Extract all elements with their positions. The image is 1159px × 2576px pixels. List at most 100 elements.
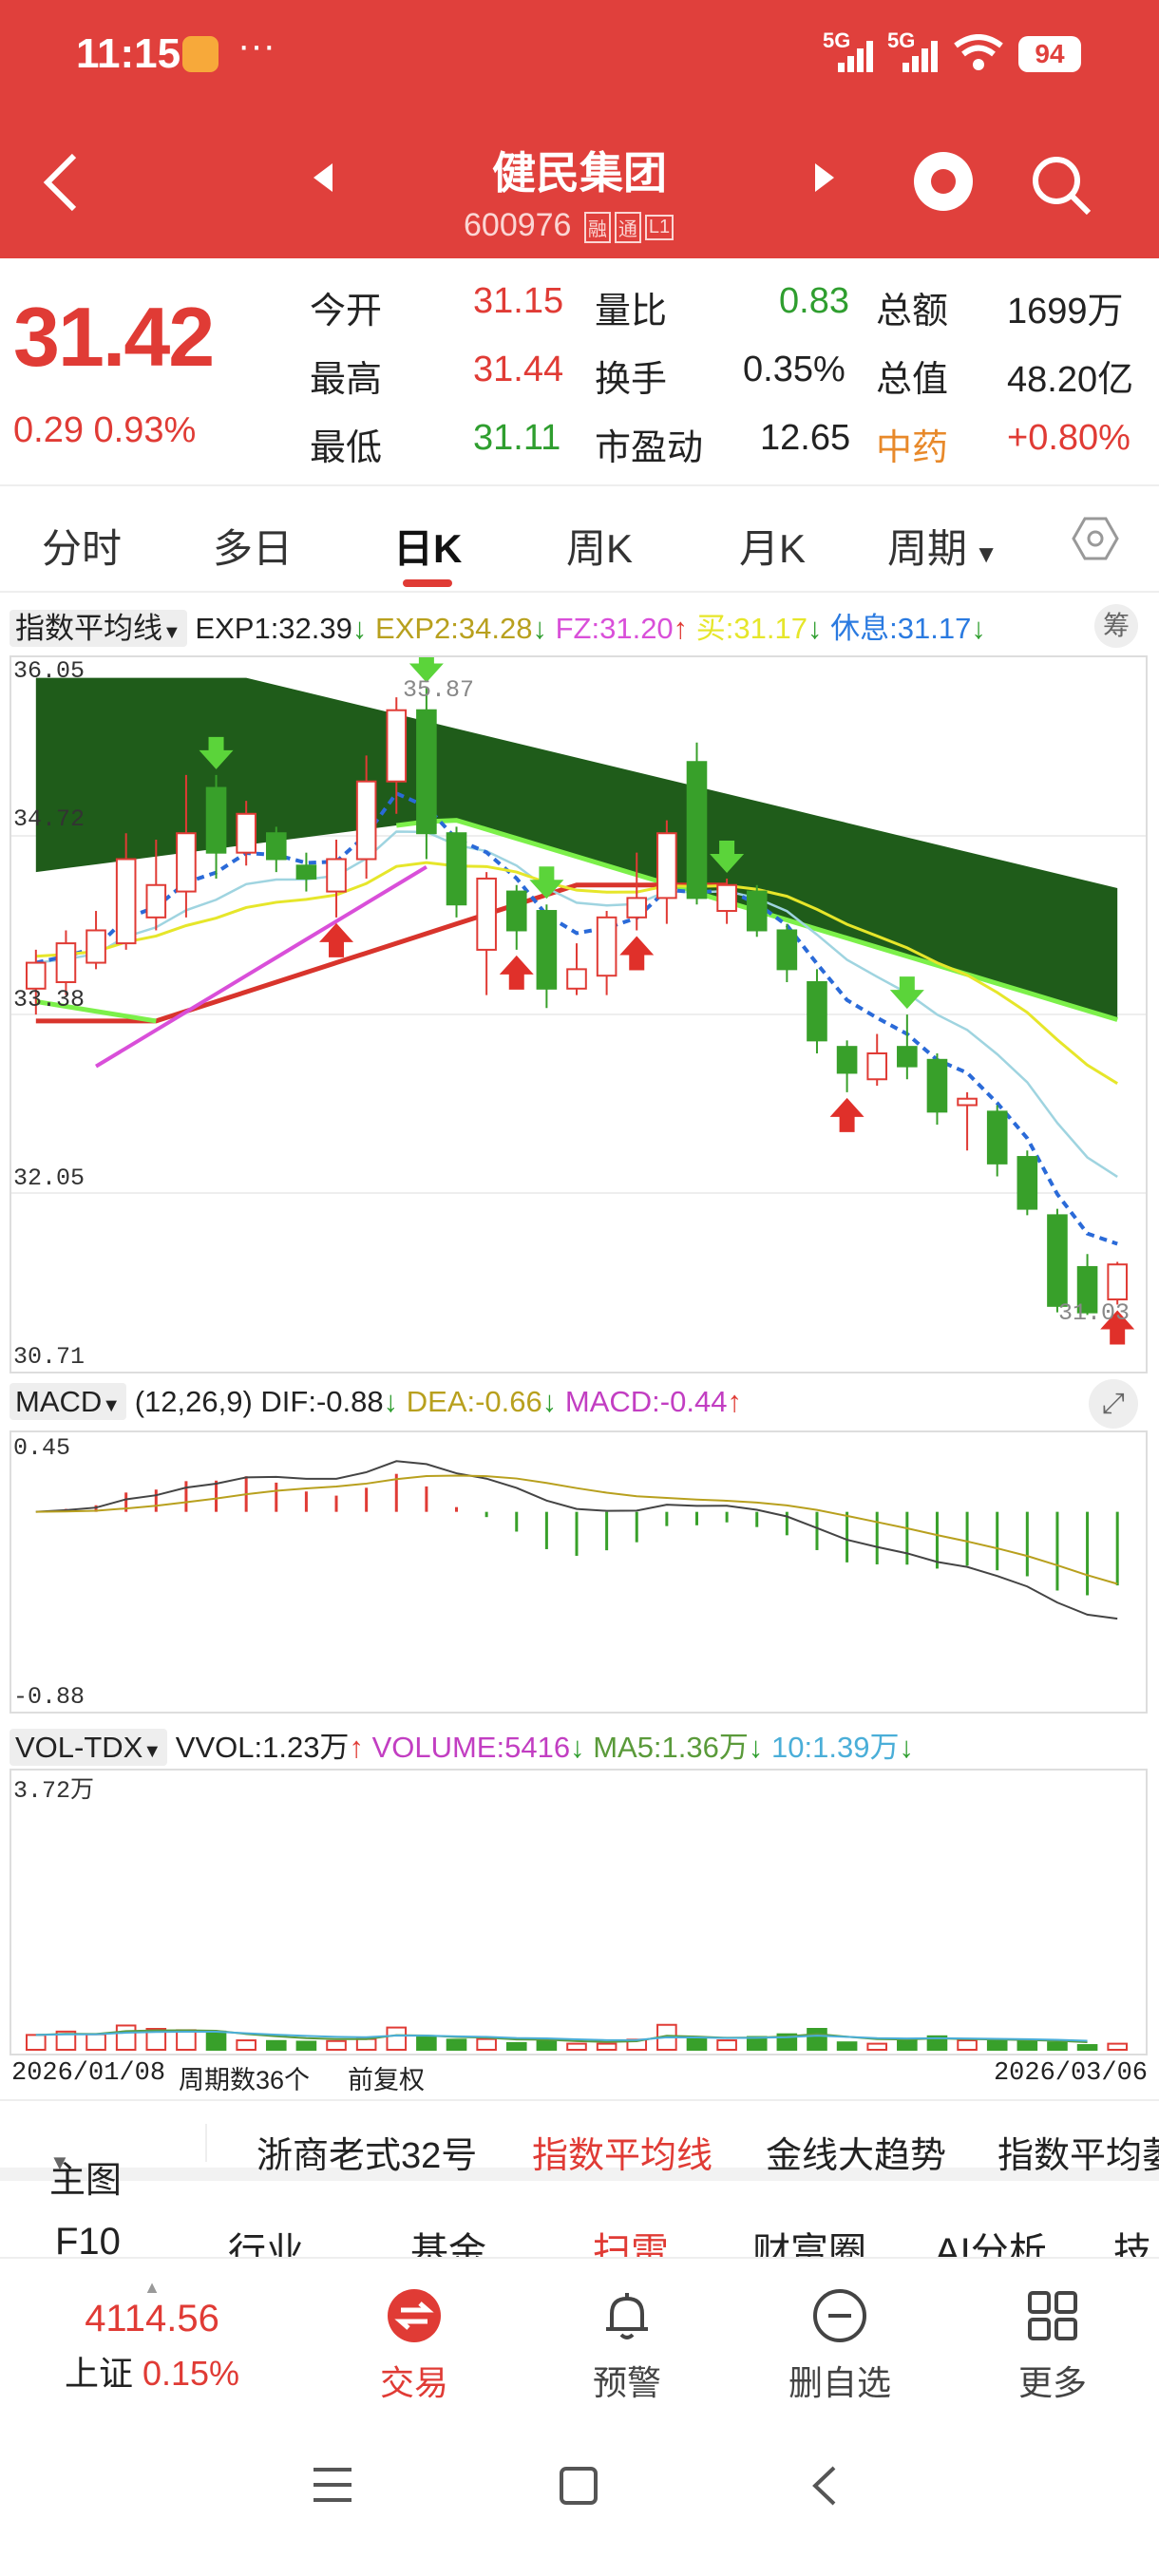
candle-body [1047, 1214, 1068, 1307]
home-icon[interactable] [559, 2466, 598, 2506]
indicator-tab[interactable]: 浙商老式32号 [256, 2136, 478, 2176]
main-chart-label: 主图 [49, 2161, 123, 2201]
down-arrow-icon: ↓ [532, 612, 547, 645]
candle-body [295, 864, 317, 880]
volume-bar [807, 2028, 827, 2051]
volume-bar [355, 2037, 377, 2052]
candle-body [145, 883, 167, 919]
candle-body [656, 832, 677, 900]
candle-body [686, 761, 708, 900]
func-risk[interactable]: 扫雷 [593, 2231, 669, 2259]
candle-body [26, 961, 47, 990]
volume-bar [1107, 2042, 1128, 2052]
indicator-bar: 主图 ▼ 浙商老式32号 指数平均线 金线大趋势 指数平均萎 [0, 2099, 1159, 2201]
alert-button[interactable]: 预警 [551, 2287, 703, 2405]
divider [205, 2124, 207, 2162]
candle-body [386, 709, 408, 783]
macd-chart[interactable]: 0.45 -0.88 [10, 1430, 1148, 1714]
candle-body [746, 890, 768, 932]
next-stock-icon[interactable] [813, 163, 834, 192]
index-change: 0.15% [142, 2354, 240, 2393]
tab-monthly-k[interactable]: 月K [739, 526, 807, 571]
volume-chart[interactable]: 3.72万 [10, 1769, 1148, 2055]
indicator-tab[interactable]: 指数平均萎 [998, 2136, 1159, 2176]
candle-body [566, 968, 587, 990]
price-axis-4: 32.05 [13, 1165, 86, 1192]
main-indicator-select[interactable]: 指数平均线▼ [10, 610, 187, 647]
trade-label: 交易 [379, 2363, 448, 2402]
candle-body [866, 1051, 888, 1081]
macd-indicator-select[interactable]: MACD▼ [10, 1383, 127, 1420]
chevron-down-icon: ▼ [162, 622, 181, 643]
tab-daily-k[interactable]: 日K [393, 517, 462, 587]
func-fund[interactable]: 基金 [410, 2231, 486, 2259]
candle-body [776, 929, 798, 971]
caret-up-icon: ▲ [143, 2278, 161, 2297]
func-f10[interactable]: F10 [55, 2221, 121, 2259]
volume-bar [566, 2042, 587, 2052]
volume-bar [205, 2030, 227, 2052]
down-arrow-icon: ↓ [971, 612, 986, 645]
back-nav-icon[interactable] [809, 2464, 838, 2508]
ema10-line [35, 830, 1118, 1179]
signal-2-label: 5G [887, 28, 916, 52]
label-open: 今开 [310, 292, 383, 331]
volume-axis-max: 3.72万 [13, 1777, 95, 1805]
menu-icon[interactable] [312, 2466, 353, 2504]
index-value: 4114.56 [85, 2298, 219, 2339]
trade-button[interactable]: 交易 [338, 2287, 490, 2405]
value-volume-ratio: 0.83 [779, 281, 849, 321]
volume-legend: VOL-TDX▼ VVOL:1.23万↑ VOLUME:5416↓ MA5:1.… [10, 1723, 914, 1766]
chevron-down-icon: ▼ [49, 2150, 70, 2174]
sector-link[interactable]: 中药 [876, 428, 949, 468]
back-icon[interactable] [42, 152, 80, 213]
more-button[interactable]: 更多 [977, 2287, 1129, 2405]
remove-watchlist-button[interactable]: 删自选 [764, 2287, 916, 2405]
index-widget[interactable]: ▲ 4114.56 上证 0.15% [57, 2278, 247, 2396]
kline-chart[interactable]: 36.05 34.72 33.38 32.05 30.71 35.87 31.0… [10, 650, 1148, 1373]
label-high: 最高 [310, 360, 383, 400]
label-pe: 市盈动 [595, 428, 704, 468]
tab-period-label: 周期 [887, 526, 968, 571]
sell-arrow-icon [408, 650, 444, 683]
title-bar: 健民集团 600976 融通 L1 [0, 114, 1159, 258]
value-high: 31.44 [473, 350, 564, 389]
legend-macd: MACD:-0.44 [564, 1385, 728, 1418]
sell-arrow-icon [199, 736, 234, 769]
prev-stock-icon[interactable] [314, 163, 334, 192]
chip-distribution-button[interactable]: 筹 [1094, 604, 1138, 648]
macd-axis-min: -0.88 [13, 1683, 86, 1711]
buy-arrow-icon [1100, 1310, 1135, 1345]
level-tag: L1 [644, 214, 674, 240]
settings-icon[interactable] [1072, 515, 1119, 562]
volume-bar [866, 2042, 888, 2052]
tab-period[interactable]: 周期 ▼ [887, 517, 998, 575]
green-ma-line [35, 998, 157, 1024]
up-arrow-icon: ↑ [349, 1731, 364, 1764]
func-industry[interactable]: 行业 [228, 2231, 304, 2259]
dif-line [35, 1460, 1118, 1620]
search-icon[interactable] [1028, 152, 1094, 218]
kline-svg [11, 650, 1146, 1345]
tab-multiday[interactable]: 多日 [213, 526, 294, 571]
volume-indicator-select[interactable]: VOL-TDX▼ [10, 1729, 168, 1766]
buy-arrow-icon [619, 936, 655, 971]
func-tech[interactable]: 技 [1113, 2231, 1151, 2259]
fz-line [95, 864, 428, 1069]
volume-svg [26, 2023, 1128, 2052]
func-community[interactable]: 财富圈 [752, 2231, 866, 2259]
dea-line [35, 1474, 1118, 1585]
candle-body [536, 910, 558, 990]
ai-assistant-icon[interactable] [914, 152, 973, 211]
expand-icon[interactable]: ⤢ [1089, 1379, 1138, 1429]
connect-tag: 通 [614, 211, 641, 243]
indicator-tab-active[interactable]: 指数平均线 [532, 2136, 713, 2176]
func-ai-analysis[interactable]: AI分析 [935, 2231, 1047, 2259]
tab-intraday[interactable]: 分时 [42, 526, 123, 571]
tab-weekly-k[interactable]: 周K [566, 526, 634, 571]
indicator-tab[interactable]: 金线大趋势 [766, 2136, 947, 2176]
candle-body [476, 877, 497, 951]
volume-bar [505, 2041, 527, 2052]
down-arrow-icon: ↓ [352, 612, 368, 645]
value-turnover-rate: 0.35% [743, 350, 846, 389]
